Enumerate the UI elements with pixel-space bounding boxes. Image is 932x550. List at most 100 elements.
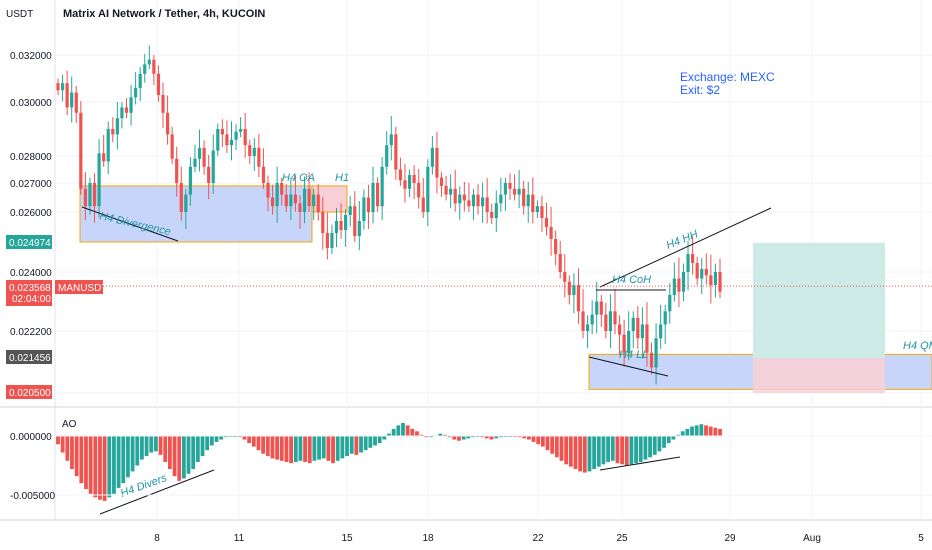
trend-lines[interactable] — [81, 206, 772, 515]
ao-bar — [680, 431, 685, 436]
hh-trendline[interactable] — [599, 207, 772, 288]
candle-body — [522, 188, 526, 207]
candle-body — [120, 107, 124, 119]
ao-bar — [610, 436, 615, 461]
ao-bar — [293, 436, 298, 462]
ao-bar — [708, 426, 713, 436]
ao-bar — [209, 436, 214, 446]
currency-label: USDT — [6, 9, 33, 20]
candle-body — [700, 269, 704, 279]
candle-body — [421, 197, 425, 212]
ao-bar — [391, 428, 396, 436]
ao-bar — [554, 436, 559, 458]
ao-bar — [694, 425, 699, 436]
candle-body — [312, 194, 316, 207]
candle-body — [143, 64, 147, 74]
candle-body — [613, 311, 617, 325]
ao-trendline[interactable] — [599, 456, 681, 471]
candle-body — [471, 194, 476, 207]
candle-body — [147, 59, 151, 65]
candle-body — [197, 147, 202, 159]
candle-body — [686, 254, 690, 272]
candle-body — [134, 87, 138, 98]
candle-body — [718, 272, 722, 292]
ao-bar — [666, 436, 671, 444]
time-tick-label: 11 — [234, 533, 245, 544]
candle-body — [499, 194, 503, 204]
candle-body — [225, 134, 229, 146]
divergence-line-price[interactable] — [81, 206, 179, 242]
candle-body — [257, 147, 261, 167]
ao-bar — [387, 433, 391, 436]
ao-bar — [587, 436, 592, 472]
exit-note: Exit: $2 — [680, 83, 720, 97]
candle-body — [156, 73, 161, 95]
ao-bar — [265, 436, 270, 457]
candle-body — [70, 92, 74, 108]
time-tick-label: 29 — [724, 533, 736, 544]
badge-upper: 0.024974 — [6, 235, 52, 249]
divergence-line-ao[interactable] — [99, 469, 215, 515]
time-tick-label: 18 — [422, 533, 434, 544]
ao-axis: 0.000000 -0.005000 — [10, 432, 932, 502]
ao-bar — [279, 436, 284, 461]
candle-body — [622, 334, 626, 353]
ao-bar — [88, 436, 93, 494]
ao-bar — [601, 436, 606, 465]
candle-body — [389, 134, 393, 146]
ao-bar — [401, 423, 405, 436]
ao-bar — [461, 436, 466, 440]
ao-bar — [424, 436, 429, 438]
candle-body — [485, 197, 489, 212]
badge-lower1-text: 0.021456 — [9, 353, 51, 364]
candle-body — [695, 263, 699, 279]
ao-bar — [578, 436, 583, 472]
ao-bar — [331, 436, 335, 464]
candle-body — [435, 147, 439, 178]
ao-bar — [652, 436, 657, 455]
ao-bar — [149, 436, 154, 453]
ao-bar — [457, 436, 461, 441]
ao-bar — [615, 436, 620, 464]
ao-bar — [167, 436, 172, 470]
badge-lower2-text: 0.020500 — [9, 388, 51, 399]
ao-bar — [321, 436, 326, 459]
ao-bar — [98, 436, 102, 500]
ao-bar — [275, 436, 280, 460]
candle-body — [357, 221, 361, 236]
candle-body — [581, 311, 585, 331]
candle-body — [97, 153, 101, 207]
ao-bar — [247, 436, 252, 444]
zone-h4-oa[interactable] — [79, 185, 313, 243]
ao-bar — [56, 436, 60, 445]
position-target-area[interactable] — [753, 242, 885, 359]
candle-body — [563, 272, 567, 282]
candle-body — [544, 218, 549, 227]
ao-bar — [540, 436, 545, 447]
candle-body — [503, 183, 508, 195]
candle-body — [170, 134, 174, 159]
ao-bar — [126, 436, 130, 478]
ll-trendline[interactable] — [588, 356, 669, 377]
ao-bar — [317, 436, 321, 460]
candle-body — [307, 188, 311, 207]
position-tool[interactable] — [753, 242, 885, 393]
ao-bar — [163, 436, 168, 462]
ao-bar — [634, 436, 638, 464]
ao-label: AO — [62, 419, 77, 430]
ao-bar — [200, 436, 205, 457]
ao-bar — [144, 436, 149, 457]
position-stop-area[interactable] — [753, 358, 885, 393]
ao-bar — [592, 436, 597, 470]
price-tick-label: 0.022200 — [10, 327, 52, 338]
candle-body — [394, 134, 398, 170]
candle-body — [531, 194, 535, 212]
candle-body — [444, 185, 448, 195]
ao-bar — [713, 427, 718, 436]
candle-body — [640, 324, 644, 339]
ao-bar — [140, 436, 144, 460]
price-tick-label: 0.030000 — [10, 98, 52, 109]
candle-body — [284, 194, 288, 207]
ao-bar — [60, 436, 65, 453]
